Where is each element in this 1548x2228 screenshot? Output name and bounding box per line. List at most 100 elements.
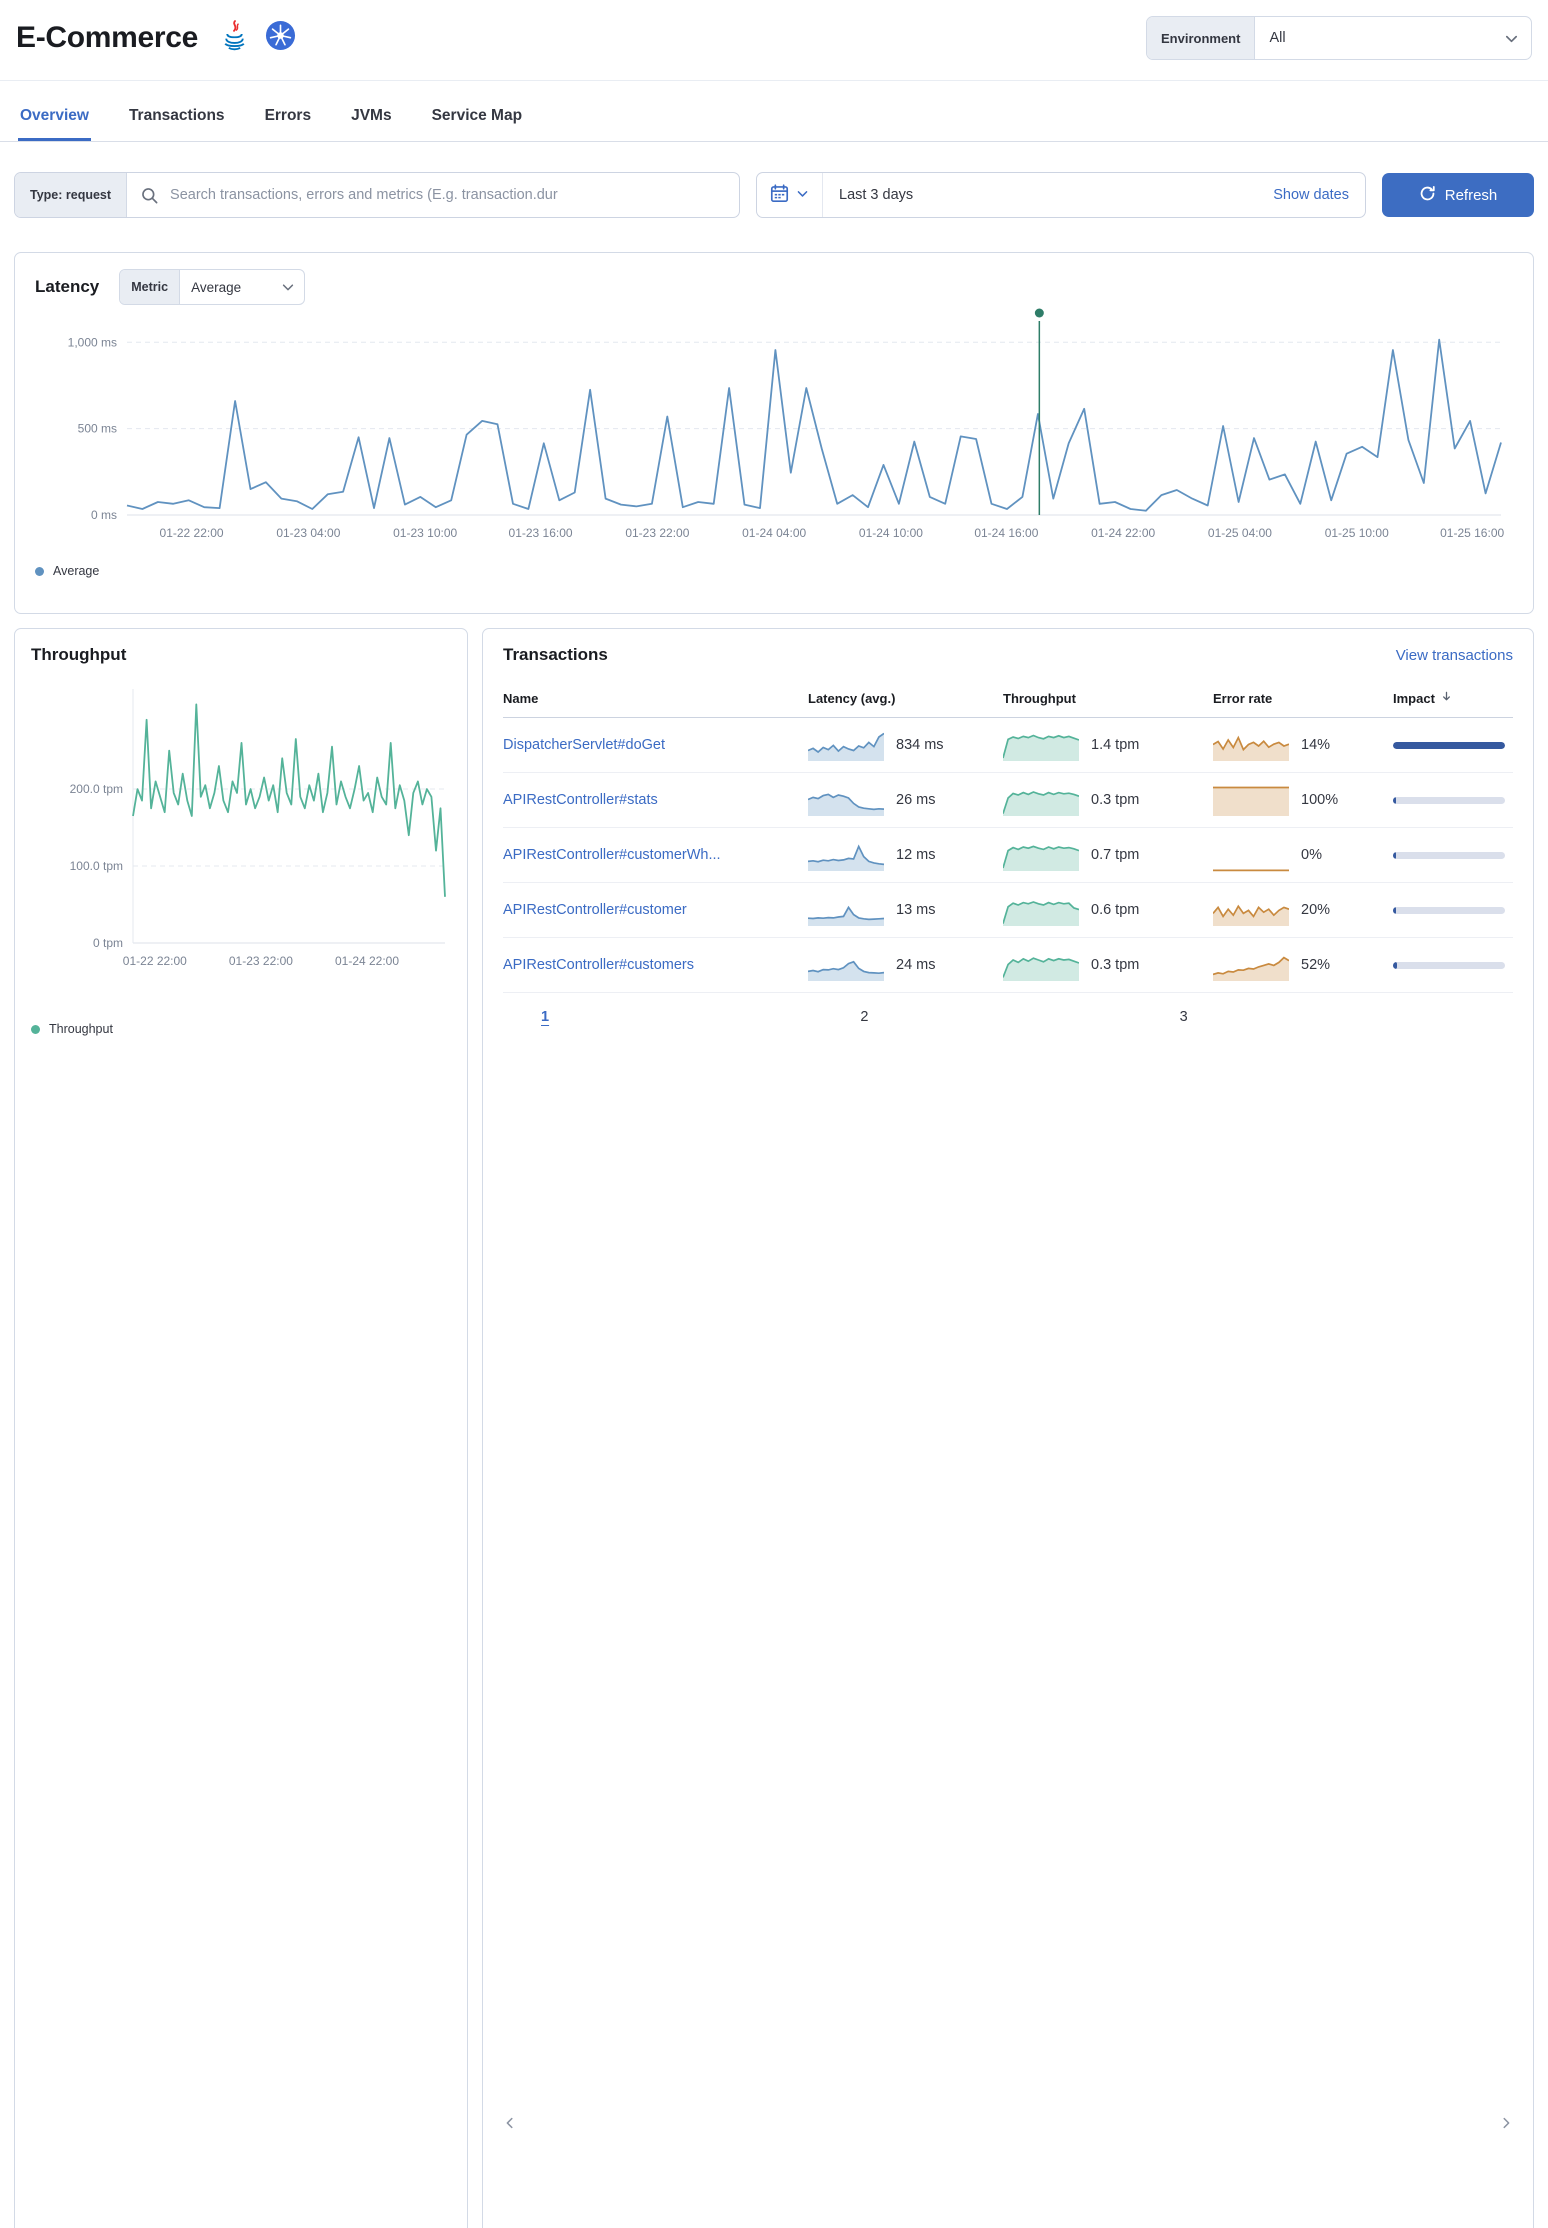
latency-sparkline — [808, 727, 884, 761]
svg-text:01-25 10:00: 01-25 10:00 — [1325, 526, 1389, 540]
impact-cell — [1393, 796, 1513, 804]
refresh-label: Refresh — [1444, 186, 1498, 204]
name-cell: DispatcherServlet#doGet — [503, 737, 808, 753]
transaction-link[interactable]: APIRestController#stats — [503, 792, 658, 808]
svg-text:01-23 22:00: 01-23 22:00 — [229, 954, 293, 968]
column-header[interactable]: Impact — [1393, 690, 1513, 706]
throughput-cell: 0.6 tpm — [1003, 892, 1213, 928]
tab-service-map[interactable]: Service Map — [430, 81, 524, 141]
latency-value: 13 ms — [896, 902, 936, 918]
impact-bar-fill — [1393, 741, 1505, 749]
refresh-icon — [1419, 185, 1436, 206]
transactions-table-header: Name Latency (avg.) Throughput Error rate Im… — [503, 679, 1513, 718]
latency-cell: 26 ms — [808, 782, 1003, 818]
error-rate-cell: 14% — [1213, 727, 1393, 763]
show-dates-link[interactable]: Show dates — [1273, 187, 1349, 203]
column-header-label: Name — [503, 690, 539, 706]
impact-bar — [1393, 851, 1505, 859]
svg-text:0 tpm: 0 tpm — [93, 936, 123, 950]
svg-text:01-25 16:00: 01-25 16:00 — [1440, 526, 1504, 540]
type-filter-badge[interactable]: Type: request — [15, 173, 128, 217]
throughput-value: 0.3 tpm — [1091, 957, 1140, 973]
page-button-3[interactable]: 3 — [1179, 1009, 1475, 2228]
date-picker: Last 3 days Show dates — [756, 172, 1366, 218]
search-input[interactable] — [168, 186, 739, 204]
svg-text:01-22 22:00: 01-22 22:00 — [123, 954, 187, 968]
latency-sparkline — [808, 947, 884, 981]
search-row: Type: request Last 3 days Show dates — [0, 142, 1548, 228]
throughput-chart[interactable]: 0 tpm 100.0 tpm 200.0 tpm 01-22 22:00 01-23 … — [31, 675, 451, 988]
throughput-cell: 0.3 tpm — [1003, 947, 1213, 983]
column-header[interactable]: Error rate — [1213, 691, 1393, 706]
next-page-button[interactable] — [1499, 2116, 1513, 2130]
time-range-value[interactable]: Last 3 days — [839, 187, 914, 203]
throughput-legend[interactable]: Throughput — [31, 1022, 451, 1036]
chevron-down-icon — [1504, 31, 1519, 46]
metric-select[interactable]: Metric Average — [119, 269, 306, 305]
column-header[interactable]: Name — [503, 691, 808, 706]
throughput-sparkline — [1003, 837, 1079, 871]
chevron-down-icon — [796, 187, 809, 203]
svg-text:01-24 04:00: 01-24 04:00 — [742, 526, 806, 540]
impact-bar — [1393, 796, 1505, 804]
latency-chart[interactable]: 0 ms 500 ms 1,000 ms 01-22 22:00 01-23 04:00… — [35, 305, 1513, 558]
svg-text:500 ms: 500 ms — [78, 422, 117, 436]
impact-cell — [1393, 906, 1513, 914]
latency-legend[interactable]: Average — [35, 564, 1513, 578]
latency-value: 12 ms — [896, 847, 936, 863]
latency-svg: 0 ms 500 ms 1,000 ms 01-22 22:00 01-23 04:00… — [68, 308, 1504, 540]
previous-page-button[interactable] — [503, 2116, 517, 2130]
page-button-1[interactable]: 1 — [541, 1009, 837, 2228]
metric-select-value: Average — [191, 279, 242, 295]
annotation-marker — [1034, 308, 1044, 318]
table-row: APIRestController#customers 24 ms 0.3 tpm 5… — [503, 938, 1513, 993]
transaction-link[interactable]: APIRestController#customers — [503, 957, 694, 973]
error-rate-value: 14% — [1301, 737, 1331, 753]
latency-panel: Latency Metric Average 0 ms 500 ms 1,000 m… — [14, 252, 1534, 614]
throughput-sparkline — [1003, 947, 1079, 981]
tab-transactions[interactable]: Transactions — [127, 81, 227, 141]
error-rate-cell: 100% — [1213, 782, 1393, 818]
column-header[interactable]: Throughput — [1003, 691, 1213, 706]
transaction-link[interactable]: APIRestController#customer — [503, 902, 687, 918]
column-header-label: Latency (avg.) — [808, 690, 896, 706]
environment-select-label: Environment — [1147, 17, 1256, 59]
svg-text:01-24 16:00: 01-24 16:00 — [974, 526, 1038, 540]
date-picker-button[interactable] — [757, 173, 823, 217]
throughput-value: 0.6 tpm — [1091, 902, 1140, 918]
error-rate-cell: 0% — [1213, 837, 1393, 873]
error-rate-value: 100% — [1301, 792, 1339, 808]
throughput-value: 0.3 tpm — [1091, 792, 1140, 808]
throughput-sparkline — [1003, 892, 1079, 926]
error-rate-sparkline — [1213, 837, 1289, 873]
throughput-cell: 1.4 tpm — [1003, 727, 1213, 763]
tab-jvms[interactable]: JVMs — [349, 81, 394, 141]
tab-overview[interactable]: Overview — [18, 81, 91, 141]
view-transactions-link[interactable]: View transactions — [1395, 646, 1513, 664]
search-icon — [140, 186, 159, 205]
refresh-button[interactable]: Refresh — [1382, 173, 1534, 217]
page-button-2[interactable]: 2 — [860, 1009, 1156, 2228]
latency-value: 26 ms — [896, 792, 936, 808]
column-header-label: Impact — [1393, 690, 1435, 706]
latency-cell: 24 ms — [808, 947, 1003, 983]
environment-select[interactable]: Environment All — [1146, 16, 1532, 60]
tab-errors[interactable]: Errors — [263, 81, 314, 141]
transaction-link[interactable]: APIRestController#customerWh... — [503, 847, 721, 863]
error-rate-cell: 20% — [1213, 892, 1393, 928]
name-cell: APIRestController#customer — [503, 902, 808, 918]
transactions-panel: Transactions View transactions Name Laten… — [482, 628, 1534, 2228]
svg-text:01-23 16:00: 01-23 16:00 — [509, 526, 573, 540]
throughput-sparkline — [1003, 727, 1079, 761]
column-header[interactable]: Latency (avg.) — [808, 691, 1003, 706]
throughput-value: 1.4 tpm — [1091, 737, 1140, 753]
java-icon — [222, 19, 247, 57]
transaction-link[interactable]: DispatcherServlet#doGet — [503, 737, 665, 753]
throughput-sparkline — [1003, 782, 1079, 816]
latency-sparkline — [808, 837, 884, 871]
svg-text:01-24 22:00: 01-24 22:00 — [1091, 526, 1155, 540]
table-row: DispatcherServlet#doGet 834 ms 1.4 tpm 14% — [503, 718, 1513, 773]
column-header-label: Throughput — [1003, 690, 1076, 706]
table-row: APIRestController#customerWh... 12 ms 0.7 … — [503, 828, 1513, 883]
